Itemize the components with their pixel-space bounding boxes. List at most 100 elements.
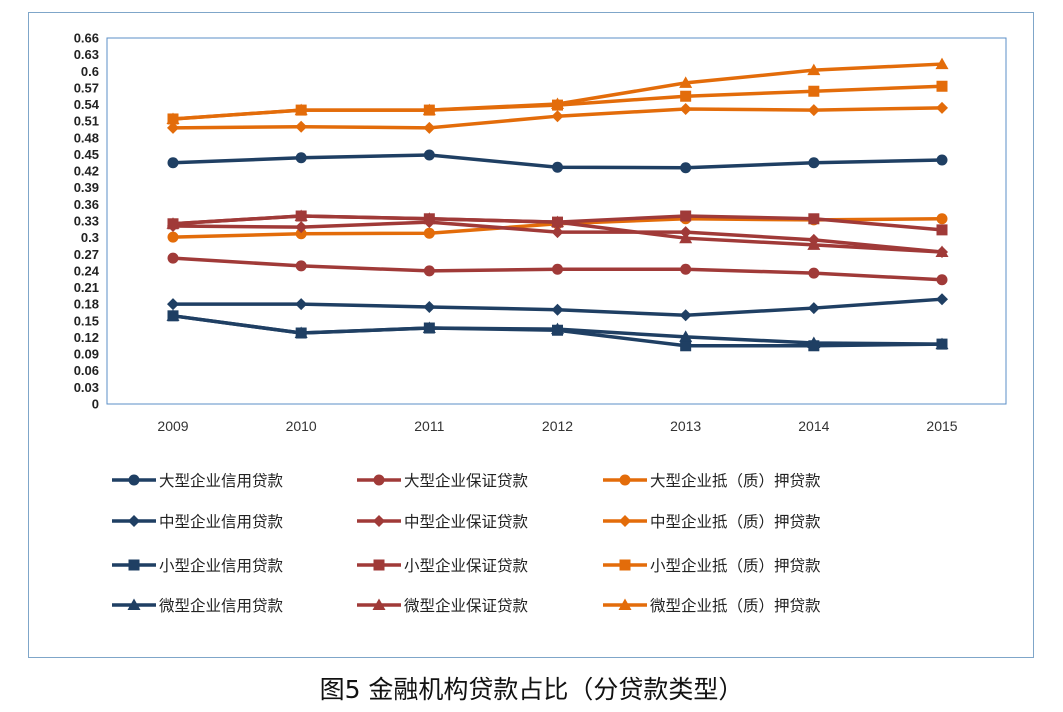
data-point	[936, 274, 948, 286]
data-point	[166, 112, 180, 124]
data-point	[680, 210, 692, 222]
y-tick-label: 0.6	[81, 64, 99, 79]
data-point	[551, 303, 564, 316]
data-point	[807, 302, 820, 315]
data-point	[294, 209, 308, 222]
data-point	[166, 309, 180, 321]
legend-marker	[127, 598, 141, 610]
legend-marker	[619, 474, 631, 486]
y-tick-label: 0.42	[74, 164, 99, 179]
data-point	[167, 298, 179, 311]
legend-label: 大型企业抵（质）押贷款	[650, 472, 821, 490]
data-point	[167, 252, 179, 264]
y-tick-label: 0.66	[74, 31, 99, 46]
data-point	[679, 76, 693, 88]
data-point	[679, 102, 692, 115]
y-tick-label: 0.39	[74, 180, 99, 195]
y-tick-label: 0.21	[74, 280, 99, 295]
data-point	[295, 152, 307, 164]
chart-frame	[28, 12, 1034, 658]
legend-label: 微型企业抵（质）押贷款	[650, 597, 821, 615]
data-point	[295, 298, 308, 311]
data-point	[422, 321, 436, 334]
data-point	[936, 80, 948, 92]
data-point	[808, 85, 820, 97]
data-point	[294, 326, 308, 339]
y-tick-label: 0.57	[74, 80, 99, 95]
legend-marker	[372, 598, 386, 610]
legend-label: 小型企业抵（质）押贷款	[650, 557, 821, 575]
data-point	[679, 231, 693, 244]
y-tick-label: 0.15	[74, 313, 99, 328]
data-point	[808, 213, 820, 225]
legend-marker	[373, 474, 385, 486]
y-tick-label: 0	[92, 397, 99, 412]
data-point	[422, 103, 436, 116]
y-tick-label: 0.24	[74, 263, 100, 278]
data-point	[551, 97, 564, 109]
data-point	[936, 293, 948, 306]
data-point	[936, 154, 948, 166]
legend-label: 中型企业保证贷款	[404, 513, 529, 531]
data-point	[808, 157, 820, 169]
data-point	[423, 300, 436, 313]
data-point	[807, 63, 821, 76]
y-tick-label: 0.36	[74, 197, 99, 212]
data-point	[423, 265, 435, 277]
plot-area	[106, 37, 1007, 405]
data-point	[167, 157, 179, 169]
data-point	[552, 161, 563, 173]
data-point	[679, 309, 692, 322]
data-point	[295, 221, 308, 234]
data-point	[935, 57, 949, 70]
x-tick-label: 2009	[157, 418, 188, 434]
legend-label: 微型企业保证贷款	[404, 597, 529, 615]
y-tick-label: 0.18	[74, 297, 99, 312]
x-tick-label: 2012	[542, 418, 573, 434]
data-point	[167, 121, 179, 134]
data-point	[551, 215, 564, 228]
y-tick-label: 0.27	[74, 247, 99, 262]
data-point	[295, 120, 308, 133]
data-point	[935, 245, 949, 258]
legend-marker	[128, 474, 140, 486]
x-tick-label: 2015	[926, 418, 957, 434]
legend-marker	[128, 559, 140, 571]
y-tick-label: 0.09	[74, 347, 99, 362]
y-tick-label: 0.48	[74, 130, 99, 145]
legend-marker	[619, 515, 631, 527]
y-tick-label: 0.51	[74, 114, 99, 129]
data-point	[680, 162, 692, 174]
data-point	[294, 103, 308, 116]
data-point	[295, 228, 307, 240]
data-point	[679, 330, 693, 342]
x-tick-label: 2014	[798, 418, 829, 434]
legend-label: 微型企业信用贷款	[159, 597, 284, 615]
y-tick-label: 0.06	[74, 363, 99, 378]
data-point	[808, 267, 820, 279]
legend-marker	[128, 515, 140, 527]
y-tick-label: 0.3	[81, 230, 99, 245]
data-point	[423, 121, 436, 134]
legend-marker	[373, 515, 385, 527]
data-point	[936, 101, 948, 114]
y-tick-label: 0.03	[74, 380, 99, 395]
y-tick-label: 0.33	[74, 214, 99, 229]
x-tick-label: 2010	[286, 418, 317, 434]
legend-label: 大型企业保证贷款	[404, 472, 529, 490]
y-tick-label: 0.54	[74, 97, 100, 112]
data-point	[680, 340, 692, 352]
legend-label: 中型企业抵（质）押贷款	[650, 513, 821, 531]
data-point	[936, 224, 948, 236]
data-point	[551, 110, 564, 123]
y-tick-label: 0.63	[74, 47, 99, 62]
legend-label: 小型企业保证贷款	[404, 557, 529, 575]
data-point	[680, 90, 692, 102]
data-point	[295, 260, 307, 272]
data-point	[680, 263, 692, 275]
data-point	[551, 322, 564, 335]
data-point	[936, 213, 948, 225]
x-tick-label: 2013	[670, 418, 701, 434]
data-point	[551, 226, 564, 239]
